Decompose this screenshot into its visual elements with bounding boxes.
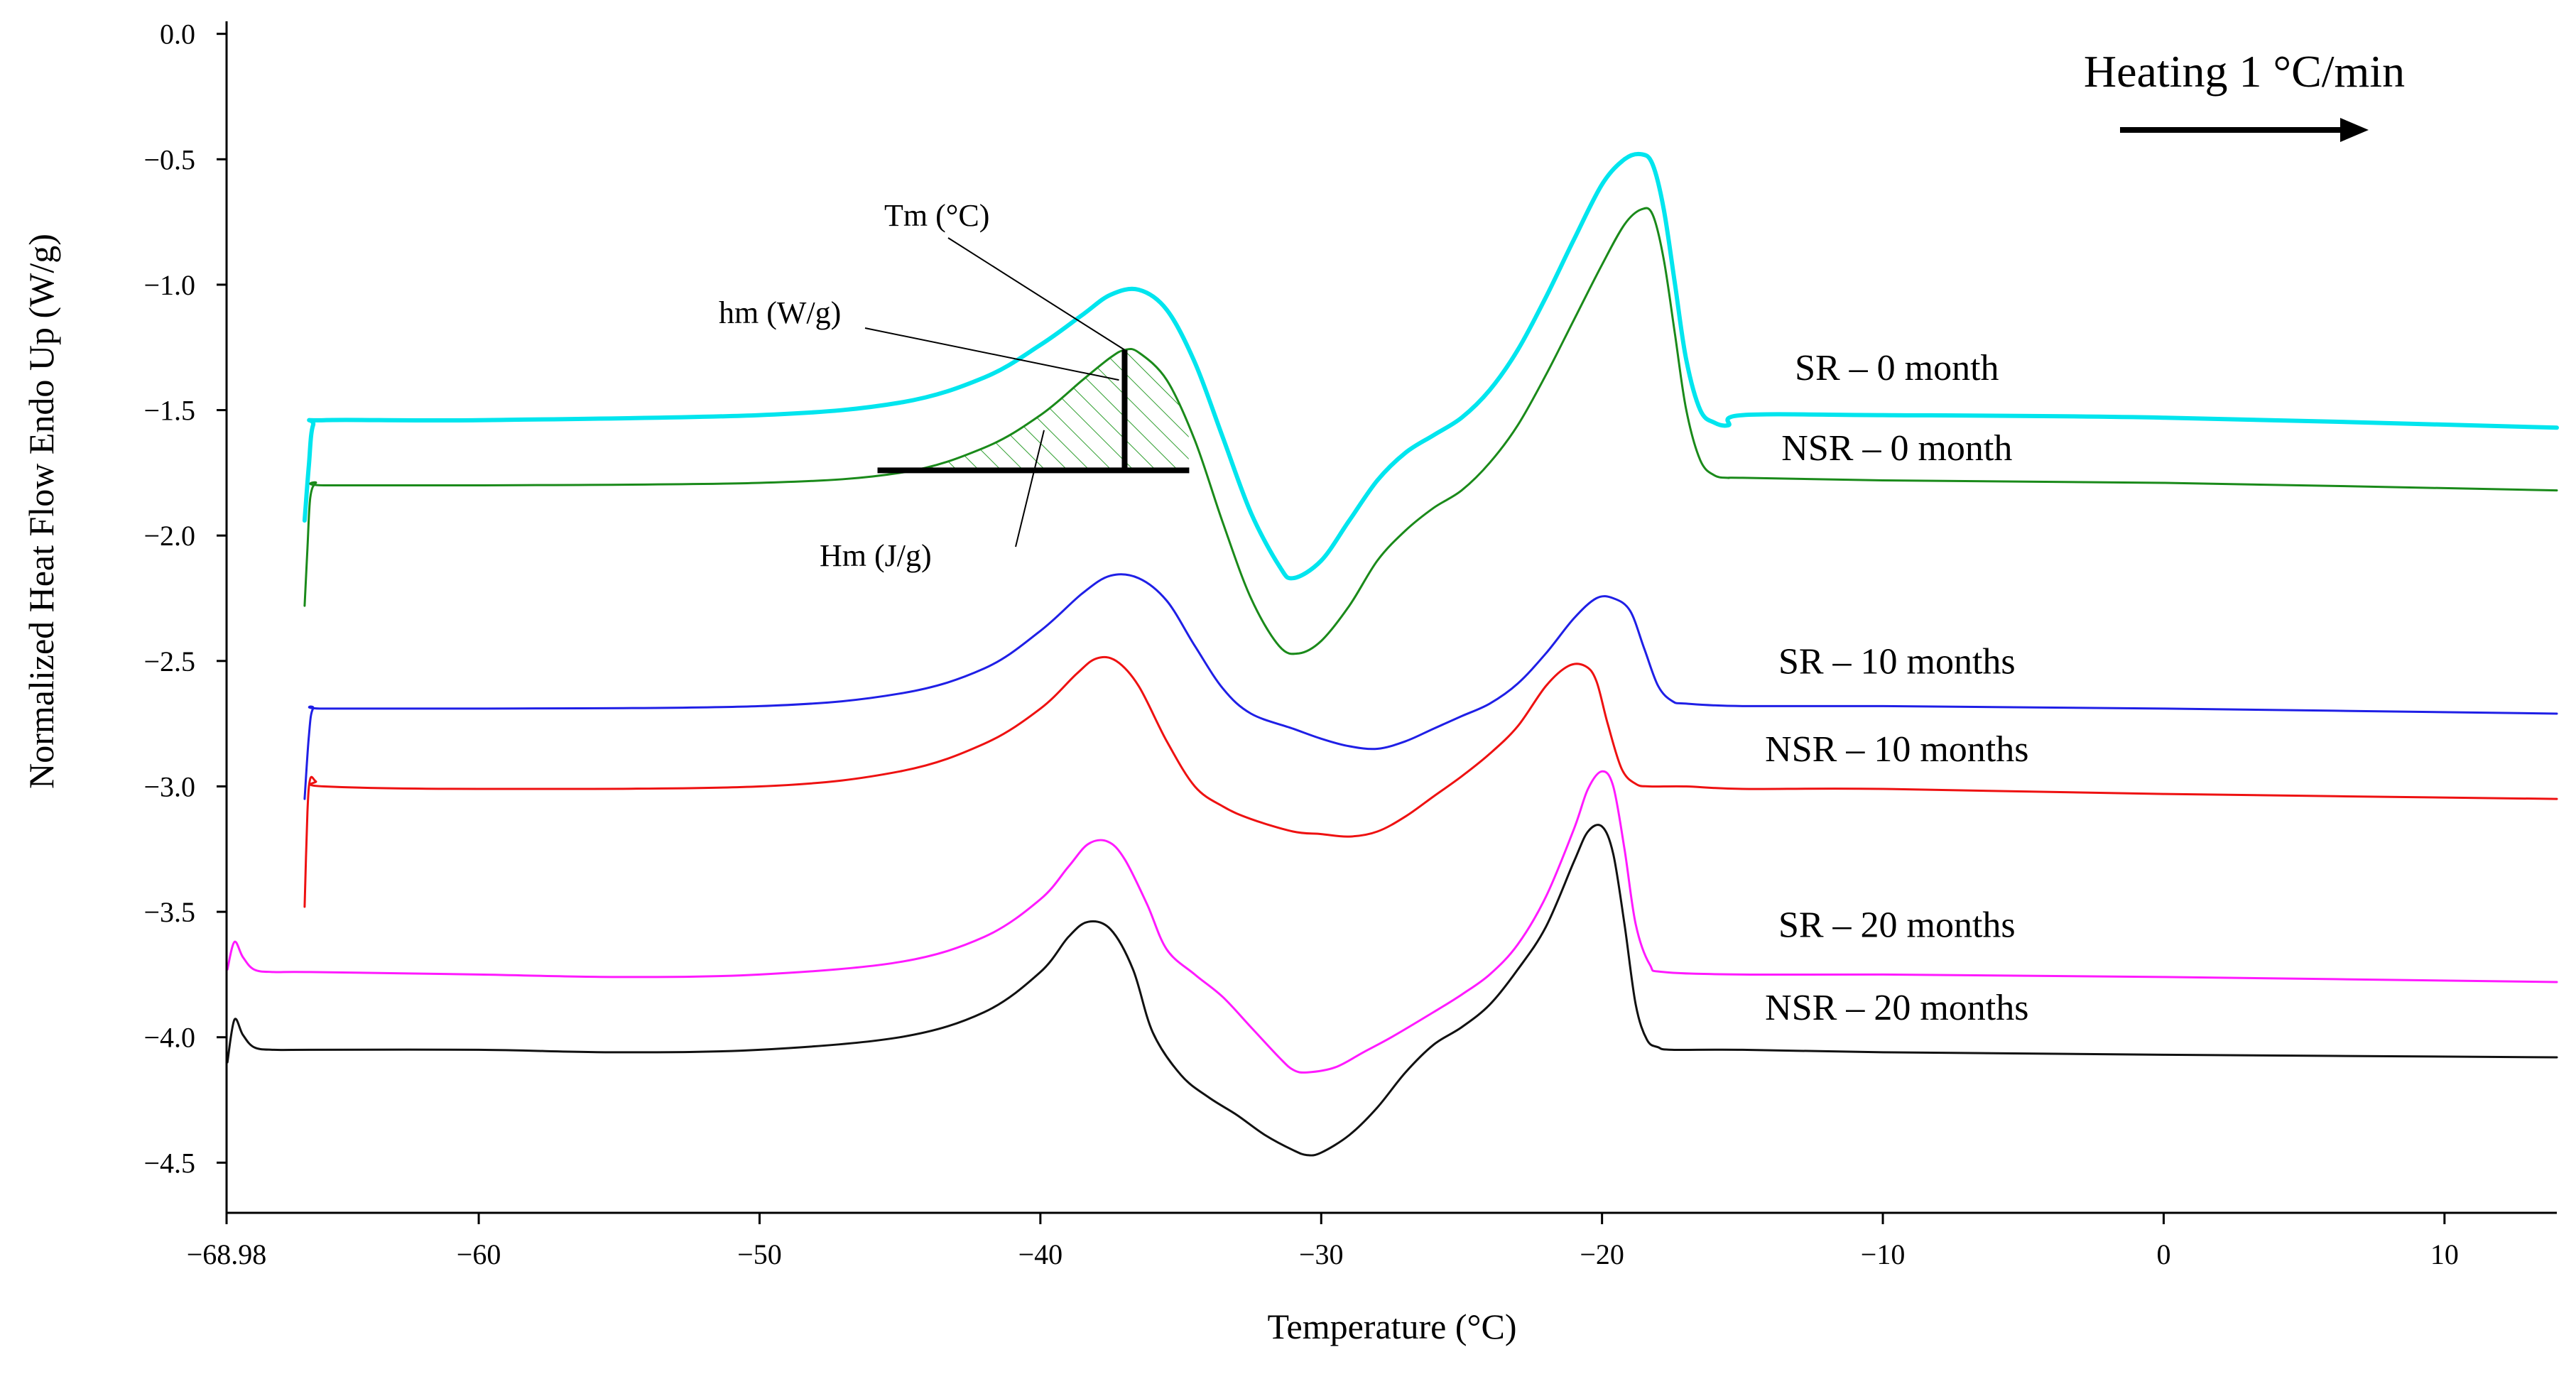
y-tick-label: −2.5 [143,645,195,677]
x-tick-label: −10 [1861,1238,1906,1270]
y-tick-label: −0.5 [143,143,195,175]
y-tick-label: −3.5 [143,896,195,928]
y-tick-label: −2.0 [143,520,195,552]
series-label: NSR – 20 months [1765,988,2028,1028]
hm-leader-line [864,327,1119,381]
y-ticks: 0.0 −0.5 −1.0 −1.5 −2.0 −2.5 −3.0 −3.5 −4.0 −4.5 [143,18,227,1179]
y-tick-label: −1.5 [143,395,195,427]
y-axis-title: Normalized Heat Flow Endo Up (W/g) [21,234,61,789]
series-label: SR – 10 months [1778,641,2016,682]
y-tick-label: −1.0 [143,269,195,301]
melting-enthalpy-area [915,349,1189,471]
series-line [226,824,2558,1157]
annotations: Heating 1 °C/min Tm (°C) hm (W/g) Hm (J/… [719,46,2405,573]
y-tick-label: −4.0 [143,1022,195,1054]
x-tick-label: −30 [1299,1238,1344,1270]
series-label: SR – 0 month [1795,348,1999,388]
series-label: SR – 20 months [1778,905,2016,945]
series-line [303,573,2558,800]
series-labels: SR – 0 month NSR – 0 month SR – 10 months N… [1765,348,2028,1028]
x-ticks: −68.98 −60 −50 −40 −30 −20 −10 0 10 [187,1213,2459,1270]
Hm-label: Hm (J/g) [820,538,932,573]
x-tick-label: −40 [1018,1238,1063,1270]
series-line [303,207,2558,655]
series-line [303,655,2558,908]
y-tick-label: −3.0 [143,770,195,802]
heating-rate-text: Heating 1 °C/min [2084,46,2405,97]
x-tick-label: 0 [2156,1238,2170,1270]
series-label: NSR – 0 month [1781,428,2012,469]
x-tick-label: 10 [2430,1238,2459,1270]
x-tick-label: −50 [737,1238,782,1270]
series-line [302,151,2559,581]
x-axis-title: Temperature (°C) [1267,1307,1516,1346]
series-line [226,770,2558,1074]
axes [225,21,2557,1214]
tm-label: Tm (°C) [884,198,989,233]
x-tick-label: −60 [457,1238,501,1270]
Hm-leader-line [1015,430,1045,547]
series-lines [226,151,2559,1157]
melting-area-hatch [915,349,1189,471]
y-tick-label: 0.0 [160,18,195,50]
x-tick-label: −20 [1580,1238,1624,1270]
y-tick-label: −4.5 [143,1147,195,1179]
hm-label: hm (W/g) [719,295,841,330]
heating-arrow-head [2340,118,2369,142]
x-tick-label: −68.98 [187,1238,267,1270]
series-label: NSR – 10 months [1765,729,2028,770]
tm-leader-line [947,237,1126,351]
